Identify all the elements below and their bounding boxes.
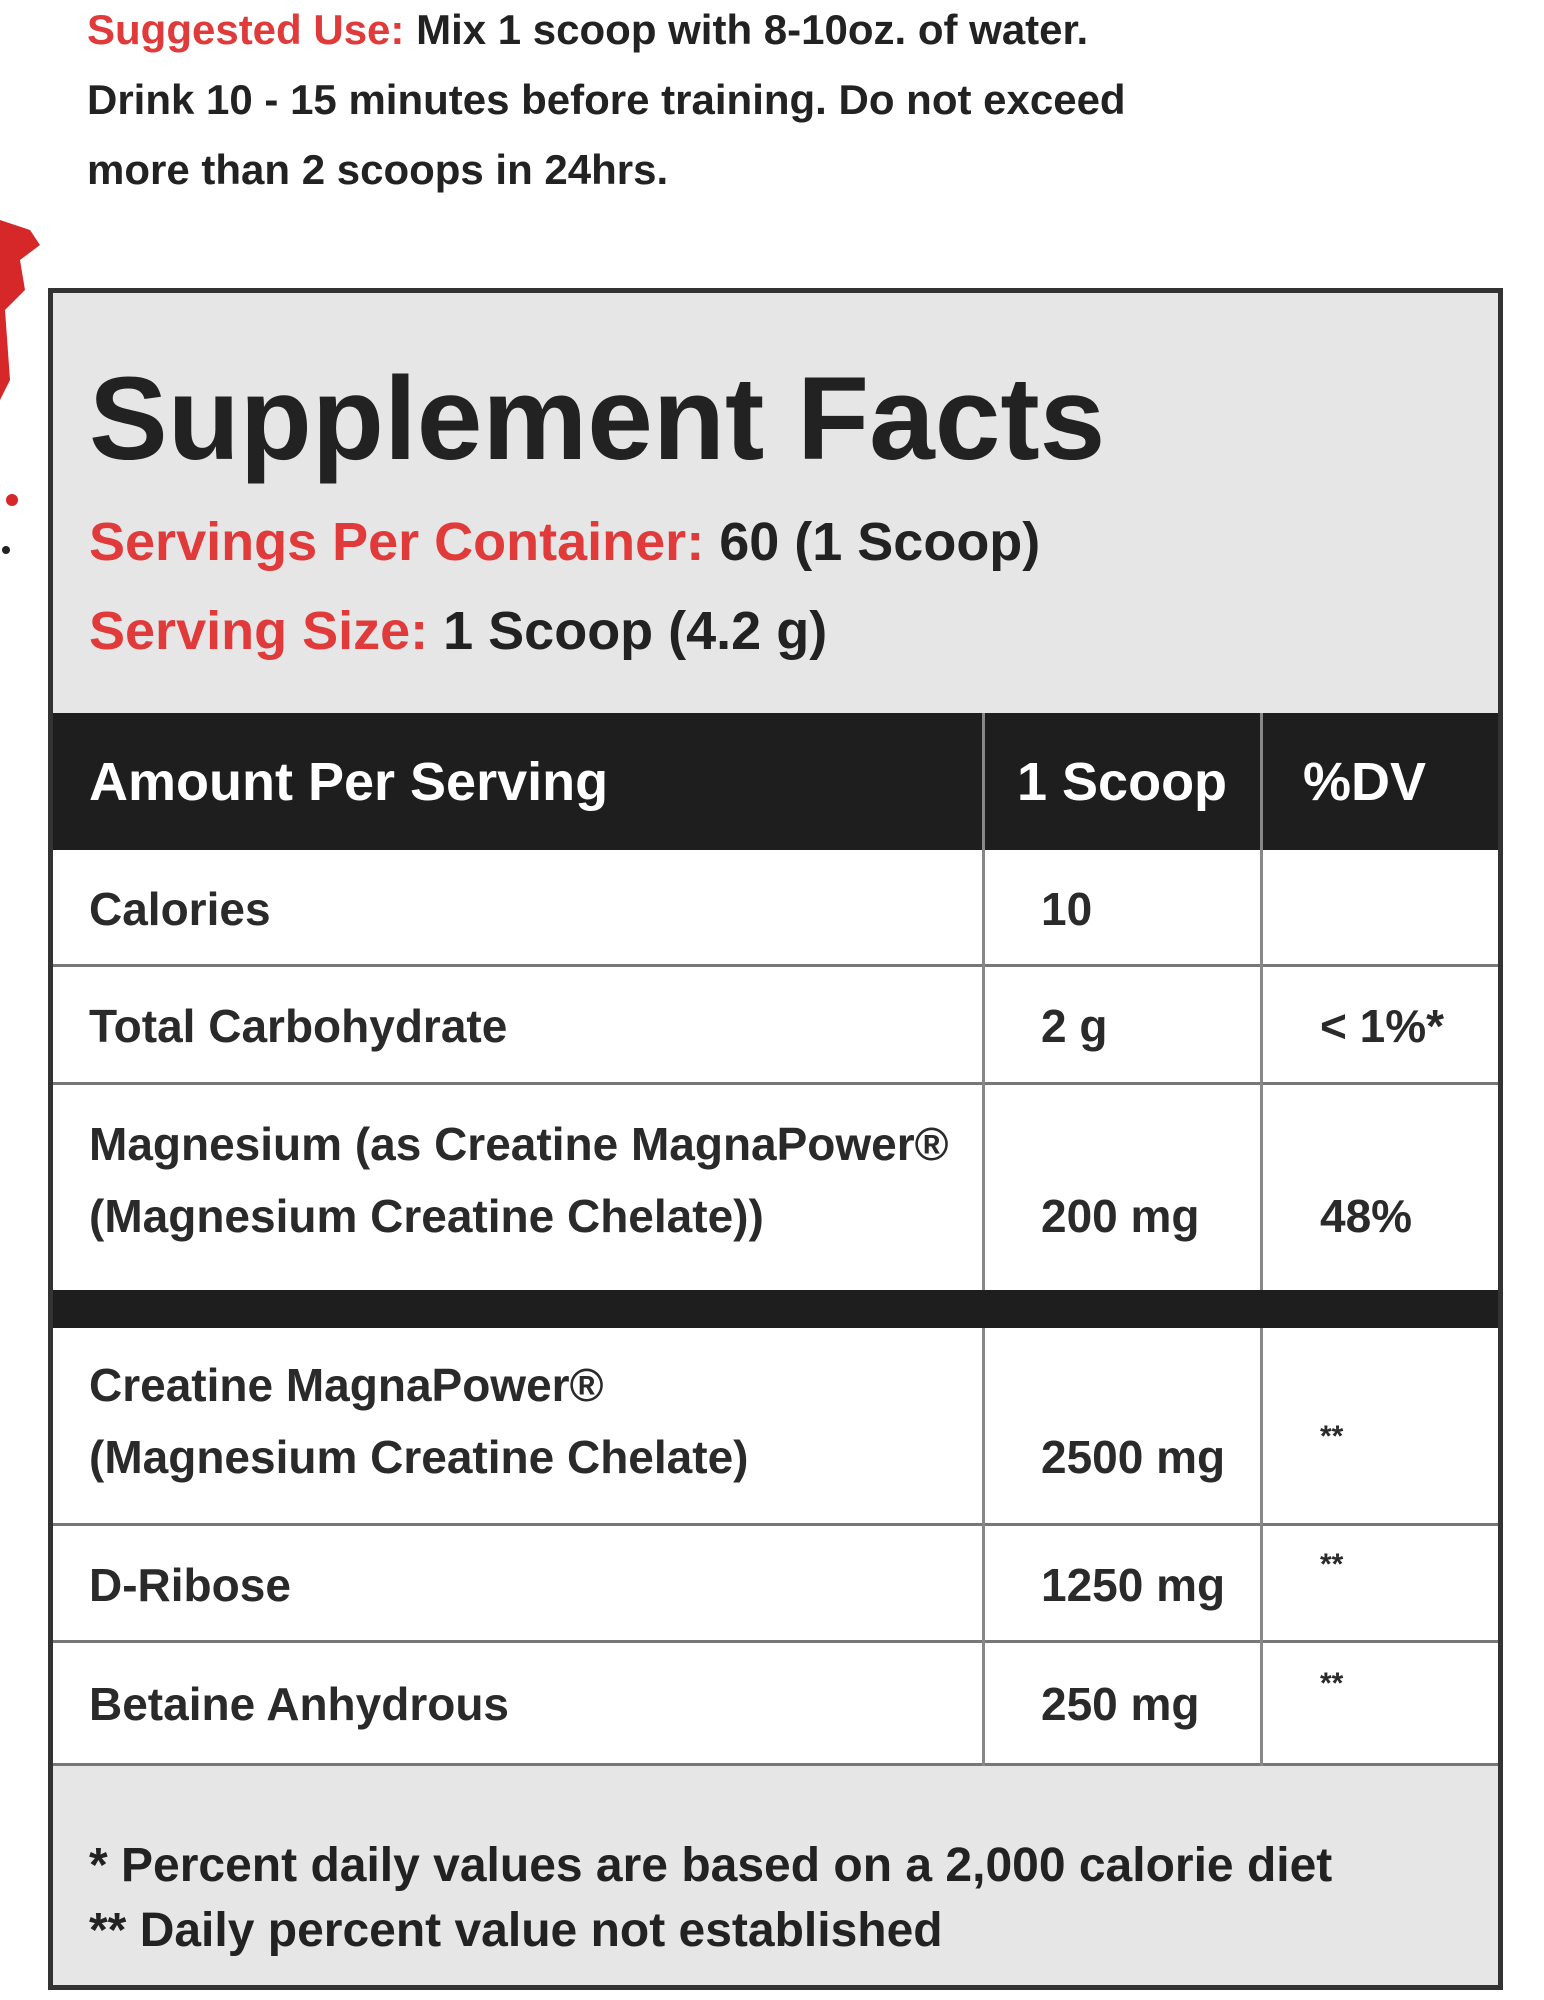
serving-size: Serving Size: 1 Scoop (4.2 g) — [89, 600, 827, 662]
facts-panel: Supplement Facts Servings Per Container:… — [48, 288, 1503, 1990]
dv: < 1%* — [1320, 1000, 1445, 1052]
name: Calories — [89, 883, 271, 935]
use-line: Suggested Use: Mix 1 scoop with 8-10oz. … — [87, 6, 1088, 54]
use-label: Suggested Use: — [87, 6, 405, 53]
name: Creatine MagnaPower® — [89, 1359, 604, 1411]
use-text: more than 2 scoops in 24hrs. — [87, 146, 669, 193]
name: Magnesium (as Creatine MagnaPower® — [89, 1118, 949, 1170]
header: %DV — [1303, 752, 1427, 812]
column-line — [1260, 713, 1263, 1290]
splatter — [0, 220, 40, 554]
footnote: ** Daily percent value not established — [89, 1904, 943, 1957]
column-line — [982, 1328, 985, 1766]
dv: ** — [1320, 1548, 1344, 1581]
row: Betaine Anhydrous 250 mg ** — [53, 1643, 1498, 1766]
name: D-Ribose — [89, 1559, 291, 1611]
header: Amount Per Serving — [89, 752, 609, 812]
row: Calories 10 — [53, 850, 1498, 967]
amount: 2500 mg — [1041, 1431, 1226, 1483]
use-text: Drink 10 - 15 minutes before training. D… — [87, 76, 1126, 123]
amount: 250 mg — [1041, 1678, 1200, 1730]
header: 1 Scoop — [1017, 752, 1228, 812]
title: Supplement Facts — [89, 353, 1106, 485]
column-line — [1260, 1328, 1263, 1766]
row: Creatine MagnaPower® (Magnesium Creatine… — [53, 1328, 1498, 1526]
dv: 48% — [1320, 1190, 1413, 1242]
label: Serving Size: — [89, 601, 429, 661]
footnote: * Percent daily values are based on a 2,… — [89, 1839, 1333, 1892]
dv: ** — [1320, 1420, 1344, 1453]
dv: ** — [1320, 1667, 1344, 1700]
amount: 200 mg — [1041, 1190, 1200, 1242]
use-text: Mix 1 scoop with 8-10oz. of water. — [416, 6, 1089, 53]
label: Servings Per Container: — [89, 512, 705, 572]
amount: 2 g — [1041, 1000, 1108, 1052]
column-line — [982, 713, 985, 1290]
name: (Magnesium Creatine Chelate)) — [89, 1190, 764, 1242]
row: Magnesium (as Creatine MagnaPower® (Magn… — [53, 1085, 1498, 1290]
amount: 1250 mg — [1041, 1559, 1226, 1611]
value: 1 Scoop (4.2 g) — [443, 601, 828, 661]
divider-bar — [53, 1290, 1498, 1328]
value: 60 (1 Scoop) — [719, 512, 1041, 572]
amount: 10 — [1041, 883, 1093, 935]
servings: Servings Per Container: 60 (1 Scoop) — [89, 511, 1040, 573]
name: Betaine Anhydrous — [89, 1678, 510, 1730]
row: Total Carbohydrate 2 g < 1%* — [53, 967, 1498, 1085]
row: D-Ribose 1250 mg ** — [53, 1526, 1498, 1643]
header-bar: Amount Per Serving 1 Scoop %DV — [53, 713, 1498, 850]
name: (Magnesium Creatine Chelate) — [89, 1431, 749, 1483]
name: Total Carbohydrate — [89, 1000, 508, 1052]
